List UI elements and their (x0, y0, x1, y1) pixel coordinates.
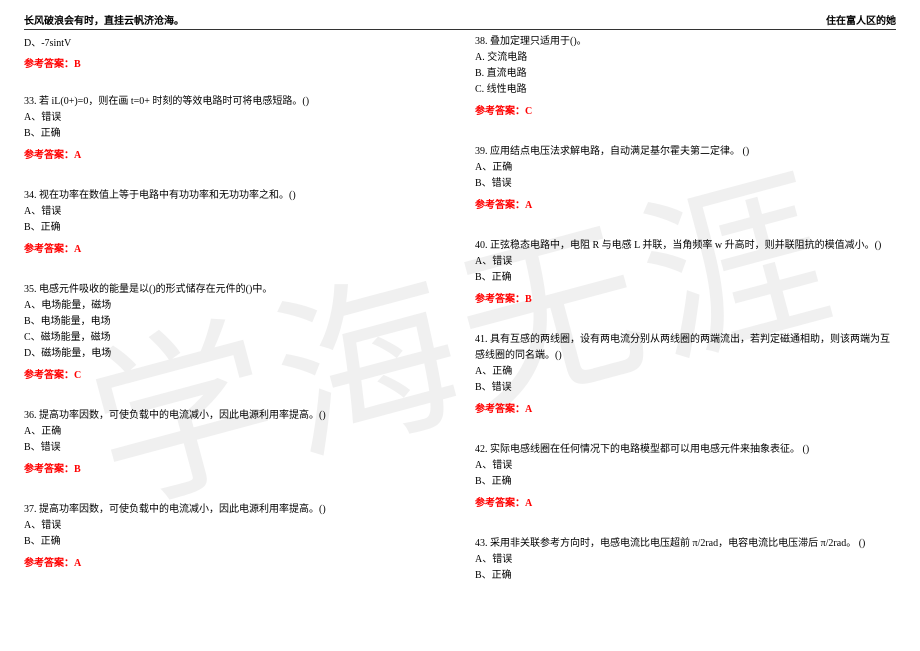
answer: 参考答案：A (24, 148, 445, 164)
page-header: 长风破浪会有时，直挂云帆济沧海。 住在富人区的她 (24, 12, 896, 30)
option: A、错误 (475, 552, 896, 568)
question-40: 40. 正弦稳态电路中，电阻 R 与电感 L 并联，当角频率 w 升高时，则并联… (475, 238, 896, 308)
option: A、错误 (24, 204, 445, 220)
question-37: 37. 提高功率因数，可使负载中的电流减小，因此电源利用率提高。() A、错误 … (24, 502, 445, 572)
option: C. 线性电路 (475, 82, 896, 98)
option: B、电场能量，电场 (24, 314, 445, 330)
question-35: 35. 电感元件吸收的能量是以()的形式储存在元件的()中。 A、电场能量，磁场… (24, 282, 445, 384)
option: A、错误 (24, 110, 445, 126)
answer: 参考答案：A (24, 242, 445, 258)
option: B. 直流电路 (475, 66, 896, 82)
answer: 参考答案：C (24, 368, 445, 384)
question-text: 40. 正弦稳态电路中，电阻 R 与电感 L 并联，当角频率 w 升高时，则并联… (475, 238, 896, 254)
right-column: 38. 叠加定理只适用于()。 A. 交流电路 B. 直流电路 C. 线性电路 … (475, 34, 896, 608)
option: A、正确 (475, 364, 896, 380)
question-text: 39. 应用结点电压法求解电路，自动满足基尔霍夫第二定律。 () (475, 144, 896, 160)
answer: 参考答案：C (475, 104, 896, 120)
question-39: 39. 应用结点电压法求解电路，自动满足基尔霍夫第二定律。 () A、正确 B、… (475, 144, 896, 214)
option: A、错误 (24, 518, 445, 534)
option: A. 交流电路 (475, 50, 896, 66)
option: B、错误 (24, 440, 445, 456)
orphan-option: D、-7sintV (24, 34, 445, 49)
option: B、正确 (24, 220, 445, 236)
question-text: 41. 具有互感的两线圈，设有两电流分别从两线圈的两端流出，若判定磁通相助，则该… (475, 332, 896, 364)
question-text: 33. 若 iL(0+)=0，则在画 t=0+ 时刻的等效电路时可将电感短路。(… (24, 94, 445, 110)
option: B、正确 (24, 534, 445, 550)
header-right-text: 住在富人区的她 (826, 12, 896, 27)
answer: 参考答案：A (475, 198, 896, 214)
question-33: 33. 若 iL(0+)=0，则在画 t=0+ 时刻的等效电路时可将电感短路。(… (24, 94, 445, 164)
option: B、正确 (475, 474, 896, 490)
question-42: 42. 实际电感线圈在任何情况下的电路模型都可以用电感元件来抽象表征。 () A… (475, 442, 896, 512)
option: B、正确 (24, 126, 445, 142)
columns-wrapper: D、-7sintV 参考答案：B 33. 若 iL(0+)=0，则在画 t=0+… (24, 34, 896, 608)
option: B、正确 (475, 568, 896, 584)
question-text: 42. 实际电感线圈在任何情况下的电路模型都可以用电感元件来抽象表征。 () (475, 442, 896, 458)
question-text: 38. 叠加定理只适用于()。 (475, 34, 896, 50)
question-36: 36. 提高功率因数，可使负载中的电流减小，因此电源利用率提高。() A、正确 … (24, 408, 445, 478)
question-text: 37. 提高功率因数，可使负载中的电流减小，因此电源利用率提高。() (24, 502, 445, 518)
option: A、正确 (475, 160, 896, 176)
option: A、正确 (24, 424, 445, 440)
option: B、正确 (475, 270, 896, 286)
answer: 参考答案：B (475, 292, 896, 308)
option: A、错误 (475, 254, 896, 270)
page-content: 长风破浪会有时，直挂云帆济沧海。 住在富人区的她 D、-7sintV 参考答案：… (0, 0, 920, 620)
question-34: 34. 视在功率在数值上等于电路中有功功率和无功功率之和。() A、错误 B、正… (24, 188, 445, 258)
question-43: 43. 采用非关联参考方向时，电感电流比电压超前 π/2rad，电容电流比电压滞… (475, 536, 896, 584)
option: A、电场能量，磁场 (24, 298, 445, 314)
left-column: D、-7sintV 参考答案：B 33. 若 iL(0+)=0，则在画 t=0+… (24, 34, 445, 608)
question-text: 35. 电感元件吸收的能量是以()的形式储存在元件的()中。 (24, 282, 445, 298)
question-text: 34. 视在功率在数值上等于电路中有功功率和无功功率之和。() (24, 188, 445, 204)
option: B、错误 (475, 380, 896, 396)
question-text: 43. 采用非关联参考方向时，电感电流比电压超前 π/2rad，电容电流比电压滞… (475, 536, 896, 552)
question-41: 41. 具有互感的两线圈，设有两电流分别从两线圈的两端流出，若判定磁通相助，则该… (475, 332, 896, 418)
question-text: 36. 提高功率因数，可使负载中的电流减小，因此电源利用率提高。() (24, 408, 445, 424)
question-38: 38. 叠加定理只适用于()。 A. 交流电路 B. 直流电路 C. 线性电路 … (475, 34, 896, 120)
answer: 参考答案：B (24, 462, 445, 478)
option: B、错误 (475, 176, 896, 192)
answer: 参考答案：A (475, 496, 896, 512)
option: A、错误 (475, 458, 896, 474)
orphan-answer: 参考答案：B (24, 55, 445, 70)
option: C、磁场能量，磁场 (24, 330, 445, 346)
header-left-text: 长风破浪会有时，直挂云帆济沧海。 (24, 12, 184, 27)
answer: 参考答案：A (24, 556, 445, 572)
answer: 参考答案：A (475, 402, 896, 418)
option: D、磁场能量，电场 (24, 346, 445, 362)
